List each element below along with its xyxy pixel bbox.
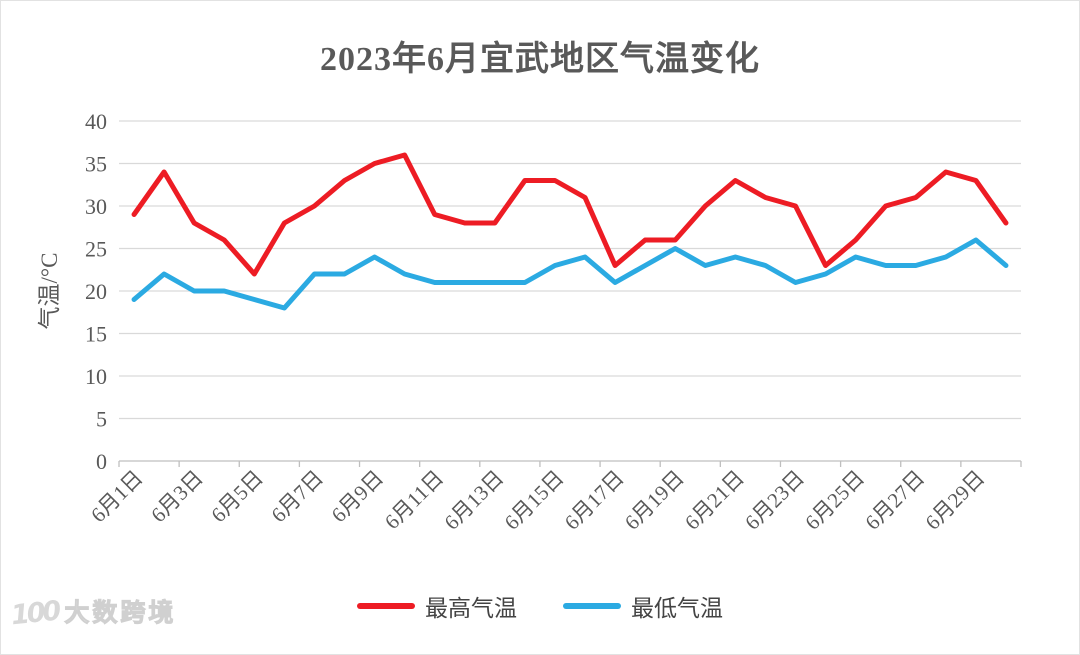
gridlines bbox=[119, 120, 1021, 420]
svg-text:6月13日: 6月13日 bbox=[439, 466, 508, 535]
x-tick-labels: 6月1日6月3日6月5日6月7日6月9日6月11日6月13日6月15日6月17日… bbox=[86, 466, 989, 535]
x-axis-line bbox=[118, 460, 1022, 467]
watermark: 100 大数跨境 bbox=[9, 595, 177, 631]
svg-text:6月7日: 6月7日 bbox=[266, 466, 328, 528]
svg-text:6月9日: 6月9日 bbox=[327, 466, 389, 528]
watermark-logo-icon: 100 bbox=[9, 595, 60, 631]
svg-text:0: 0 bbox=[96, 449, 107, 474]
svg-text:6月1日: 6月1日 bbox=[86, 466, 148, 528]
svg-text:6月29日: 6月29日 bbox=[920, 466, 989, 535]
svg-text:25: 25 bbox=[85, 237, 107, 262]
chart-legend: 最高气温 最低气温 bbox=[1, 589, 1079, 623]
legend-label-max-temp: 最高气温 bbox=[425, 596, 517, 621]
svg-text:6月3日: 6月3日 bbox=[146, 466, 208, 528]
series-line-min-temp bbox=[131, 237, 1009, 311]
svg-text:35: 35 bbox=[85, 152, 107, 177]
svg-text:6月11日: 6月11日 bbox=[380, 466, 448, 534]
svg-text:10: 10 bbox=[85, 364, 107, 389]
y-tick-labels: 0 5 10 15 20 25 30 35 40 bbox=[85, 109, 107, 474]
svg-text:6月15日: 6月15日 bbox=[500, 466, 569, 535]
svg-text:40: 40 bbox=[85, 109, 107, 134]
svg-text:6月27日: 6月27日 bbox=[860, 466, 929, 535]
legend-label-min-temp: 最低气温 bbox=[631, 596, 723, 621]
svg-text:6月23日: 6月23日 bbox=[740, 466, 809, 535]
max-temp-line-swatch bbox=[357, 603, 415, 609]
y-axis-title: 气温/°C bbox=[37, 253, 62, 330]
chart-title: 2023年6月宜武地区气温变化 bbox=[320, 41, 760, 78]
svg-text:6月21日: 6月21日 bbox=[680, 466, 749, 535]
legend-item-max-temp: 最高气温 bbox=[357, 589, 517, 623]
legend-item-min-temp: 最低气温 bbox=[563, 589, 723, 623]
svg-text:6月17日: 6月17日 bbox=[560, 466, 629, 535]
svg-text:6月25日: 6月25日 bbox=[800, 466, 869, 535]
svg-text:30: 30 bbox=[85, 194, 107, 219]
min-temp-line-swatch bbox=[563, 603, 621, 609]
svg-text:6月5日: 6月5日 bbox=[206, 466, 268, 528]
svg-text:6月19日: 6月19日 bbox=[620, 466, 689, 535]
series-line-max-temp bbox=[131, 152, 1009, 277]
svg-text:5: 5 bbox=[96, 407, 107, 432]
svg-text:15: 15 bbox=[85, 322, 107, 347]
svg-text:20: 20 bbox=[85, 279, 107, 304]
watermark-text: 大数跨境 bbox=[64, 598, 177, 627]
